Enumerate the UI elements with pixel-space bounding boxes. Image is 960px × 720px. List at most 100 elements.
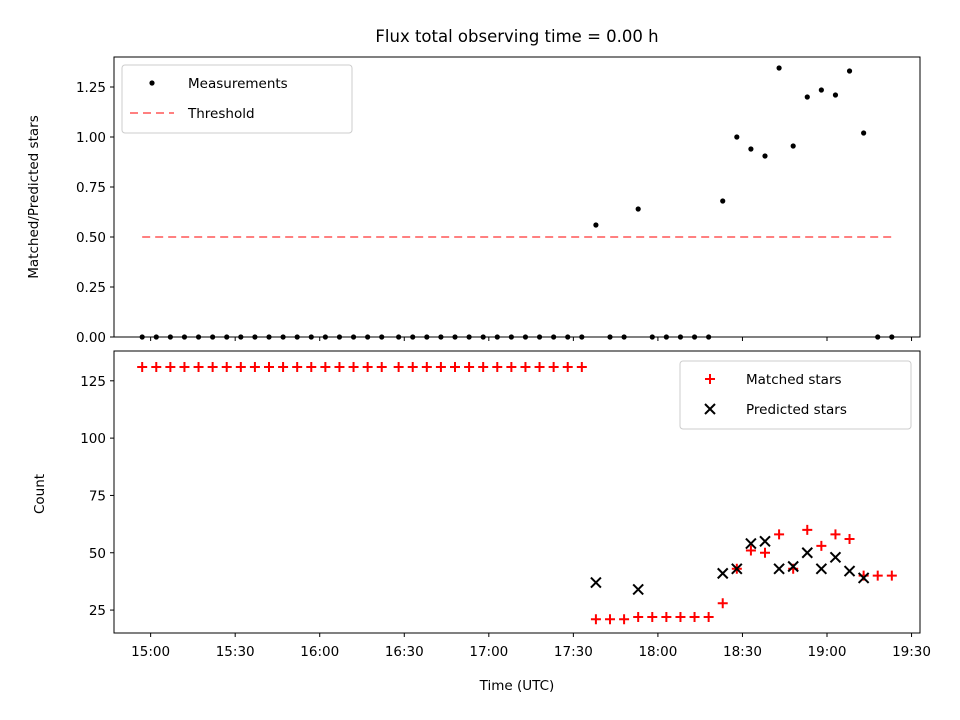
- matched-star-point: [886, 570, 897, 581]
- matched-star-point: [717, 598, 728, 609]
- axes-frame: [113, 350, 921, 634]
- matched-star-point: [548, 362, 559, 373]
- chart-title: Flux total observing time = 0.00 h: [375, 27, 658, 46]
- legend-box: [679, 360, 912, 430]
- predicted-star-point: [843, 565, 856, 577]
- matched-star-point: [464, 362, 475, 373]
- matched-star-point: [478, 362, 489, 373]
- star-count-panel: Count Time (UTC) 15:00 15:30 16:00 16:30 17:…: [32, 350, 931, 694]
- matched-star-point: [816, 540, 827, 551]
- matched-star-point: [165, 362, 176, 373]
- predicted-star-point: [590, 576, 602, 589]
- legend: Measurements Threshold: [121, 64, 353, 134]
- matched-star-point: [435, 362, 446, 373]
- x-tick-label: 15:30: [216, 644, 255, 660]
- matched-star-point: [605, 614, 615, 625]
- matched-star-point: [179, 362, 190, 373]
- predicted-star-point: [857, 572, 870, 584]
- x-tick-label: 18:00: [638, 644, 677, 660]
- predicted-star-point: [717, 567, 729, 580]
- matched-star-point: [506, 362, 517, 373]
- legend-label: Matched stars: [746, 372, 842, 388]
- matched-star-point: [633, 611, 644, 622]
- x-tick-label: 18:30: [723, 644, 762, 660]
- y-tick-label: 125: [80, 374, 106, 390]
- matched-star-point: [576, 362, 587, 373]
- matched-star-point: [450, 362, 460, 373]
- predicted-star-point: [745, 537, 757, 550]
- y-tick-label: 25: [89, 603, 106, 619]
- matched-star-point: [520, 362, 531, 373]
- predicted-star-point: [759, 535, 771, 548]
- y-tick-label: 0.50: [76, 230, 106, 246]
- matched-star-point: [689, 611, 700, 622]
- x-tick-label: 19:00: [808, 644, 847, 660]
- matched-star-point: [774, 529, 785, 540]
- matched-star-point: [249, 362, 260, 373]
- matched-star-point: [278, 362, 289, 373]
- y-tick-label: 1.25: [76, 80, 106, 96]
- x-tick-label: 17:30: [554, 644, 593, 660]
- measurement-point: [790, 143, 796, 149]
- matched-star-point: [661, 611, 672, 622]
- matched-star-point: [320, 362, 331, 373]
- matched-star-point: [348, 362, 359, 373]
- matched-star-point: [221, 362, 232, 373]
- legend-matched-swatch: [705, 374, 715, 384]
- data-marks: [137, 362, 897, 625]
- matched-star-point: [376, 362, 387, 373]
- matched-star-point: [492, 362, 503, 373]
- matched-star-point: [619, 614, 630, 625]
- measurement-point: [861, 130, 867, 136]
- flux-ratio-panel: Flux total observing time = 0.00 h Match…: [26, 27, 921, 346]
- y-tick-label: 0.25: [76, 280, 106, 296]
- x-tick-label: 16:30: [385, 644, 424, 660]
- matched-star-point: [830, 529, 841, 540]
- matched-star-point: [675, 611, 686, 622]
- matched-star-point: [802, 524, 813, 535]
- matched-star-point: [745, 545, 756, 556]
- legend-label: Predicted stars: [746, 402, 847, 418]
- legend-box: [121, 64, 353, 134]
- legend-predicted-swatch: [704, 403, 716, 415]
- y-tick-label: 50: [89, 546, 106, 562]
- measurement-point: [720, 198, 726, 204]
- measurement-point: [748, 146, 754, 152]
- matched-star-point: [334, 362, 345, 373]
- measurement-point: [804, 94, 810, 100]
- predicted-star-point: [632, 583, 644, 596]
- matched-star-point: [562, 362, 573, 373]
- x-tick-label: 19:30: [892, 644, 931, 660]
- y-axis-label: Matched/Predicted stars: [26, 115, 42, 278]
- matched-star-point: [703, 611, 714, 622]
- legend-label: Measurements: [188, 76, 288, 92]
- matched-star-point: [235, 362, 246, 373]
- predicted-star-point: [731, 563, 743, 575]
- matched-star-point: [193, 362, 204, 373]
- measurement-point: [734, 134, 740, 140]
- x-axis-label: Time (UTC): [479, 678, 555, 694]
- measurement-point: [635, 206, 641, 212]
- matched-star-point: [362, 362, 373, 373]
- measurement-point: [593, 222, 599, 228]
- matched-star-point: [306, 362, 317, 373]
- matched-star-point: [407, 362, 418, 373]
- matched-star-point: [264, 362, 274, 373]
- matched-star-point: [137, 362, 148, 373]
- measurement-point: [762, 153, 768, 159]
- axes-frame: [113, 56, 921, 338]
- predicted-star-point: [829, 551, 842, 564]
- matched-star-point: [647, 611, 658, 622]
- matched-star-point: [151, 362, 162, 373]
- legend-label: Threshold: [187, 106, 255, 122]
- predicted-star-point: [815, 563, 828, 575]
- matched-star-point: [421, 362, 432, 373]
- matched-star-point: [760, 547, 770, 558]
- matched-star-point: [534, 362, 545, 373]
- predicted-star-point: [787, 560, 799, 573]
- y-tick-label: 0.00: [76, 330, 106, 346]
- x-tick-label: 15:00: [131, 644, 170, 660]
- matched-star-point: [844, 534, 855, 544]
- y-tick-label: 75: [89, 488, 106, 504]
